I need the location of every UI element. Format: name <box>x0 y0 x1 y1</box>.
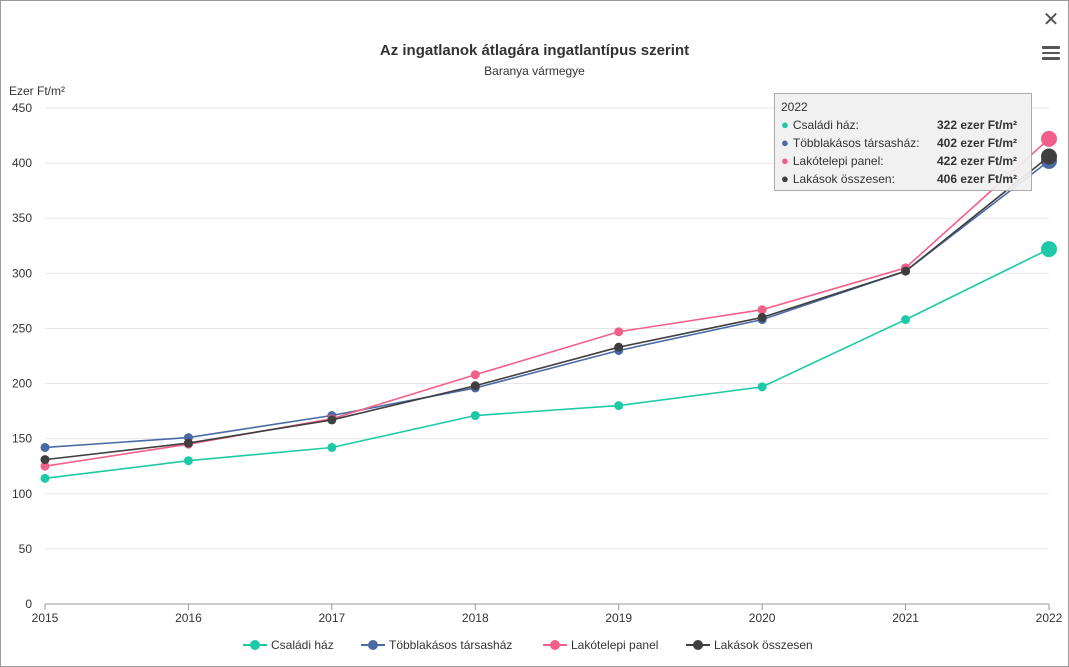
hamburger-menu-icon[interactable] <box>1042 46 1060 64</box>
legend-item-lakasok-osszesen[interactable]: Lakások összesen <box>686 637 813 657</box>
legend-symbol <box>361 639 385 650</box>
x-tick-label: 2022 <box>1036 611 1063 625</box>
x-tick-label: 2020 <box>749 611 776 625</box>
bullet-icon: ● <box>781 135 789 150</box>
data-point <box>901 266 911 276</box>
x-tick-label: 2021 <box>892 611 919 625</box>
y-tick-label: 150 <box>12 432 32 446</box>
tooltip-row: ● Lakások összesen: 406 ezer Ft/m² <box>781 170 1026 188</box>
data-point <box>327 415 337 425</box>
tooltip-label: Családi ház: <box>792 118 859 132</box>
legend-label: Lakások összesen <box>714 637 813 652</box>
y-tick-label: 0 <box>25 597 32 611</box>
series-lines <box>40 130 1057 483</box>
data-point <box>40 442 50 452</box>
data-point <box>757 312 767 322</box>
tooltip-year: 2022 <box>781 100 808 114</box>
legend-symbol <box>543 639 567 650</box>
tooltip-row: ● Lakótelepi panel: 422 ezer Ft/m² <box>781 152 1026 170</box>
legend-item-lakotelepi-panel[interactable]: Lakótelepi panel <box>543 637 658 657</box>
series-Lakások összesen <box>40 148 1057 465</box>
legend-label: Lakótelepi panel <box>571 637 659 652</box>
legend-label: Többlakásos társasház <box>389 637 513 652</box>
legend-item-tobblakasos-tarsashaz[interactable]: Többlakásos társasház <box>361 637 512 657</box>
axis-labels: 0 50 100 150 200 250 300 350 400 450 Ezer Ft/m² 201… <box>9 84 1063 625</box>
close-icon[interactable]: ✕ <box>1042 9 1060 31</box>
legend-item-csaladi-haz[interactable]: Családi ház <box>243 637 334 657</box>
series-line <box>44 160 1050 449</box>
chart-subtitle: Baranya vármegye <box>484 64 585 78</box>
data-point <box>40 455 50 465</box>
legend-symbol <box>686 639 710 650</box>
series-line <box>44 155 1050 461</box>
y-tick-label: 300 <box>12 266 32 280</box>
tooltip-value: 322 ezer Ft/m² <box>937 118 1018 132</box>
data-point <box>757 382 767 392</box>
legend: Családi ház Többlakásos társasház Lakóte… <box>0 637 1069 657</box>
y-axis-label: Ezer Ft/m² <box>9 84 65 98</box>
tooltip-row: ● Családi ház: 322 ezer Ft/m² <box>781 116 1026 134</box>
y-tick-label: 450 <box>12 101 32 115</box>
data-point <box>614 327 624 337</box>
data-point <box>1041 130 1057 147</box>
y-tick-label: 400 <box>12 156 32 170</box>
bullet-icon: ● <box>781 171 789 186</box>
x-tick-label: 2017 <box>319 611 346 625</box>
data-point <box>901 315 911 325</box>
y-tick-label: 200 <box>12 377 32 391</box>
y-tick-label: 250 <box>12 321 32 335</box>
y-tick-label: 50 <box>19 542 33 556</box>
y-tick-label: 100 <box>12 487 32 501</box>
data-point <box>757 305 767 315</box>
bullet-icon: ● <box>781 153 789 168</box>
data-point <box>327 442 337 452</box>
tooltip-label: Lakótelepi panel: <box>792 154 884 168</box>
tooltip-value: 406 ezer Ft/m² <box>937 172 1018 186</box>
y-tick-label: 350 <box>12 211 32 225</box>
tooltip-value: 402 ezer Ft/m² <box>937 136 1018 150</box>
data-point <box>40 473 50 483</box>
bullet-icon: ● <box>781 117 789 132</box>
series-Családi ház <box>40 241 1057 483</box>
axes <box>44 603 1050 610</box>
data-point <box>470 370 480 380</box>
data-point <box>183 456 193 466</box>
chart-title: Az ingatlanok átlagára ingatlantípus sze… <box>379 42 690 59</box>
data-point <box>470 381 480 391</box>
x-tick-label: 2015 <box>32 611 59 625</box>
x-tick-label: 2018 <box>462 611 489 625</box>
series-Többlakásos társasház <box>40 152 1057 452</box>
data-point <box>614 342 624 352</box>
data-point <box>1041 241 1057 258</box>
x-tick-label: 2019 <box>605 611 632 625</box>
data-point <box>470 411 480 421</box>
x-tick-label: 2016 <box>175 611 202 625</box>
series-line <box>44 248 1050 480</box>
tooltip-row: ● Többlakásos társasház: 402 ezer Ft/m² <box>781 134 1026 152</box>
legend-symbol <box>243 639 267 650</box>
tooltip-value: 422 ezer Ft/m² <box>937 154 1018 168</box>
tooltip-label: Többlakásos társasház: <box>792 136 920 150</box>
data-point <box>614 401 624 411</box>
data-point <box>183 438 193 448</box>
tooltip: 2022 ● Családi ház: 322 ezer Ft/m² ● Többla… <box>774 93 1032 191</box>
legend-label: Családi ház <box>271 637 334 652</box>
data-point <box>40 461 50 471</box>
data-point <box>1041 148 1057 165</box>
tooltip-label: Lakások összesen: <box>792 172 895 186</box>
